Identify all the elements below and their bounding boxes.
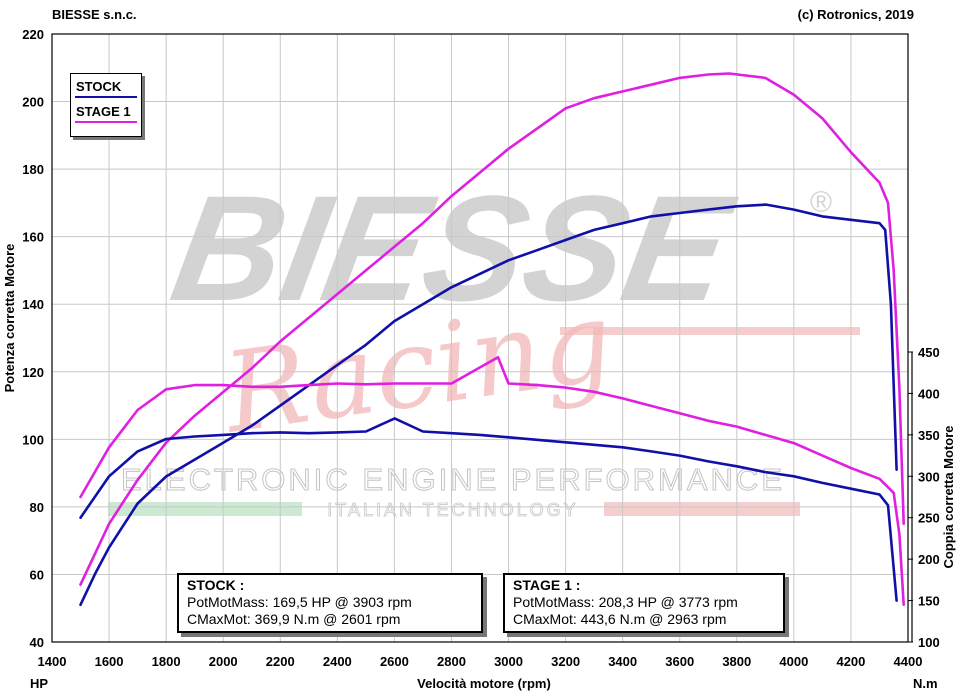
watermark-subtagline: ITALIAN TECHNOLOGY xyxy=(327,500,578,520)
x-tick-label: 3600 xyxy=(665,654,694,669)
x-tick-label: 2800 xyxy=(437,654,466,669)
axes xyxy=(51,33,913,643)
legend-swatch-stage1 xyxy=(75,121,137,123)
y2-tick-label: 150 xyxy=(918,594,940,609)
x-tick-label: 4200 xyxy=(836,654,865,669)
x-tick-label: 1800 xyxy=(152,654,181,669)
series-lines xyxy=(79,72,905,607)
info-box-stage1: STAGE 1 : PotMotMass: 208,3 HP @ 3773 rp… xyxy=(503,573,785,633)
legend-label-stage1: STAGE 1 xyxy=(76,104,131,119)
x-tick-label: 2600 xyxy=(380,654,409,669)
y-tick-label: 200 xyxy=(22,95,44,110)
x-tick-label: 2200 xyxy=(266,654,295,669)
y-tick-label: 220 xyxy=(22,27,44,42)
legend-swatch-stock xyxy=(75,96,137,98)
x-axis-label: Velocità motore (rpm) xyxy=(417,676,551,691)
y-tick-label: 80 xyxy=(30,500,44,515)
watermark-brand: BIESSE xyxy=(161,165,745,333)
watermark-flag-red xyxy=(604,502,800,516)
y-tick-label: 40 xyxy=(30,635,44,650)
y2-tick-label: 450 xyxy=(918,345,940,360)
info-box-stage1-title: STAGE 1 : xyxy=(513,577,581,593)
watermark-tagline: ELECTRONIC ENGINE PERFORMANCE xyxy=(121,462,785,497)
axis-labels: 1400 1600 1800 2000 2200 2400 2600 2800 3000 3200… xyxy=(2,27,956,691)
y2-axis-label: Coppia corretta Motore xyxy=(941,425,956,568)
watermark-swoosh xyxy=(560,327,860,335)
y2-tick-label: 250 xyxy=(918,511,940,526)
info-box-stock-power: PotMotMass: 169,5 HP @ 3903 rpm xyxy=(187,594,412,610)
x-tick-label: 3400 xyxy=(608,654,637,669)
y-tick-label: 100 xyxy=(22,432,44,447)
y-tick-label: 180 xyxy=(22,162,44,177)
y-axis-label: Potenza corretta Motore xyxy=(2,244,17,393)
plot-frame xyxy=(51,33,909,643)
x-tick-label: 1600 xyxy=(95,654,124,669)
y2-tick-label: 400 xyxy=(918,386,940,401)
header-right: (c) Rotronics, 2019 xyxy=(797,7,914,22)
y2-tick-label: 200 xyxy=(918,552,940,567)
x-tick-label: 2000 xyxy=(209,654,238,669)
x-tick-label: 3800 xyxy=(722,654,751,669)
y-tick-label: 160 xyxy=(22,230,44,245)
info-box-stock: STOCK : PotMotMass: 169,5 HP @ 3903 rpm … xyxy=(177,573,483,633)
x-tick-label: 1400 xyxy=(38,654,67,669)
watermark: BIESSE ® Racing ELECTRONIC ENGINE PERFOR… xyxy=(108,165,860,520)
series-line-torque-stock xyxy=(79,417,898,602)
legend-label-stock: STOCK xyxy=(76,79,122,94)
y-tick-label: 120 xyxy=(22,365,44,380)
x-axis-unit: HP xyxy=(30,676,48,691)
x-tick-label: 4000 xyxy=(779,654,808,669)
series-line-power-stock xyxy=(79,203,898,607)
y-tick-label: 60 xyxy=(30,567,44,582)
series-line-power-stage1 xyxy=(79,72,905,586)
legend: STOCK STAGE 1 xyxy=(70,73,142,137)
y2-tick-label: 100 xyxy=(918,635,940,650)
y-tick-label: 140 xyxy=(22,297,44,312)
series-line-torque-stage1 xyxy=(79,356,905,606)
x-tick-label: 4400 xyxy=(894,654,923,669)
watermark-flag-green xyxy=(108,502,302,516)
info-box-stock-title: STOCK : xyxy=(187,577,245,593)
info-box-stock-torque: CMaxMot: 369,9 N.m @ 2601 rpm xyxy=(187,611,401,627)
header-left: BIESSE s.n.c. xyxy=(52,7,137,22)
x-tick-label: 3000 xyxy=(494,654,523,669)
x-tick-label: 3200 xyxy=(551,654,580,669)
info-box-stage1-torque: CMaxMot: 443,6 N.m @ 2963 rpm xyxy=(513,611,727,627)
y2-tick-label: 350 xyxy=(918,428,940,443)
x-tick-label: 2400 xyxy=(323,654,352,669)
y2-axis-unit: N.m xyxy=(913,676,938,691)
watermark-registered: ® xyxy=(810,186,832,219)
y2-tick-label: 300 xyxy=(918,469,940,484)
info-box-stage1-power: PotMotMass: 208,3 HP @ 3773 rpm xyxy=(513,594,738,610)
